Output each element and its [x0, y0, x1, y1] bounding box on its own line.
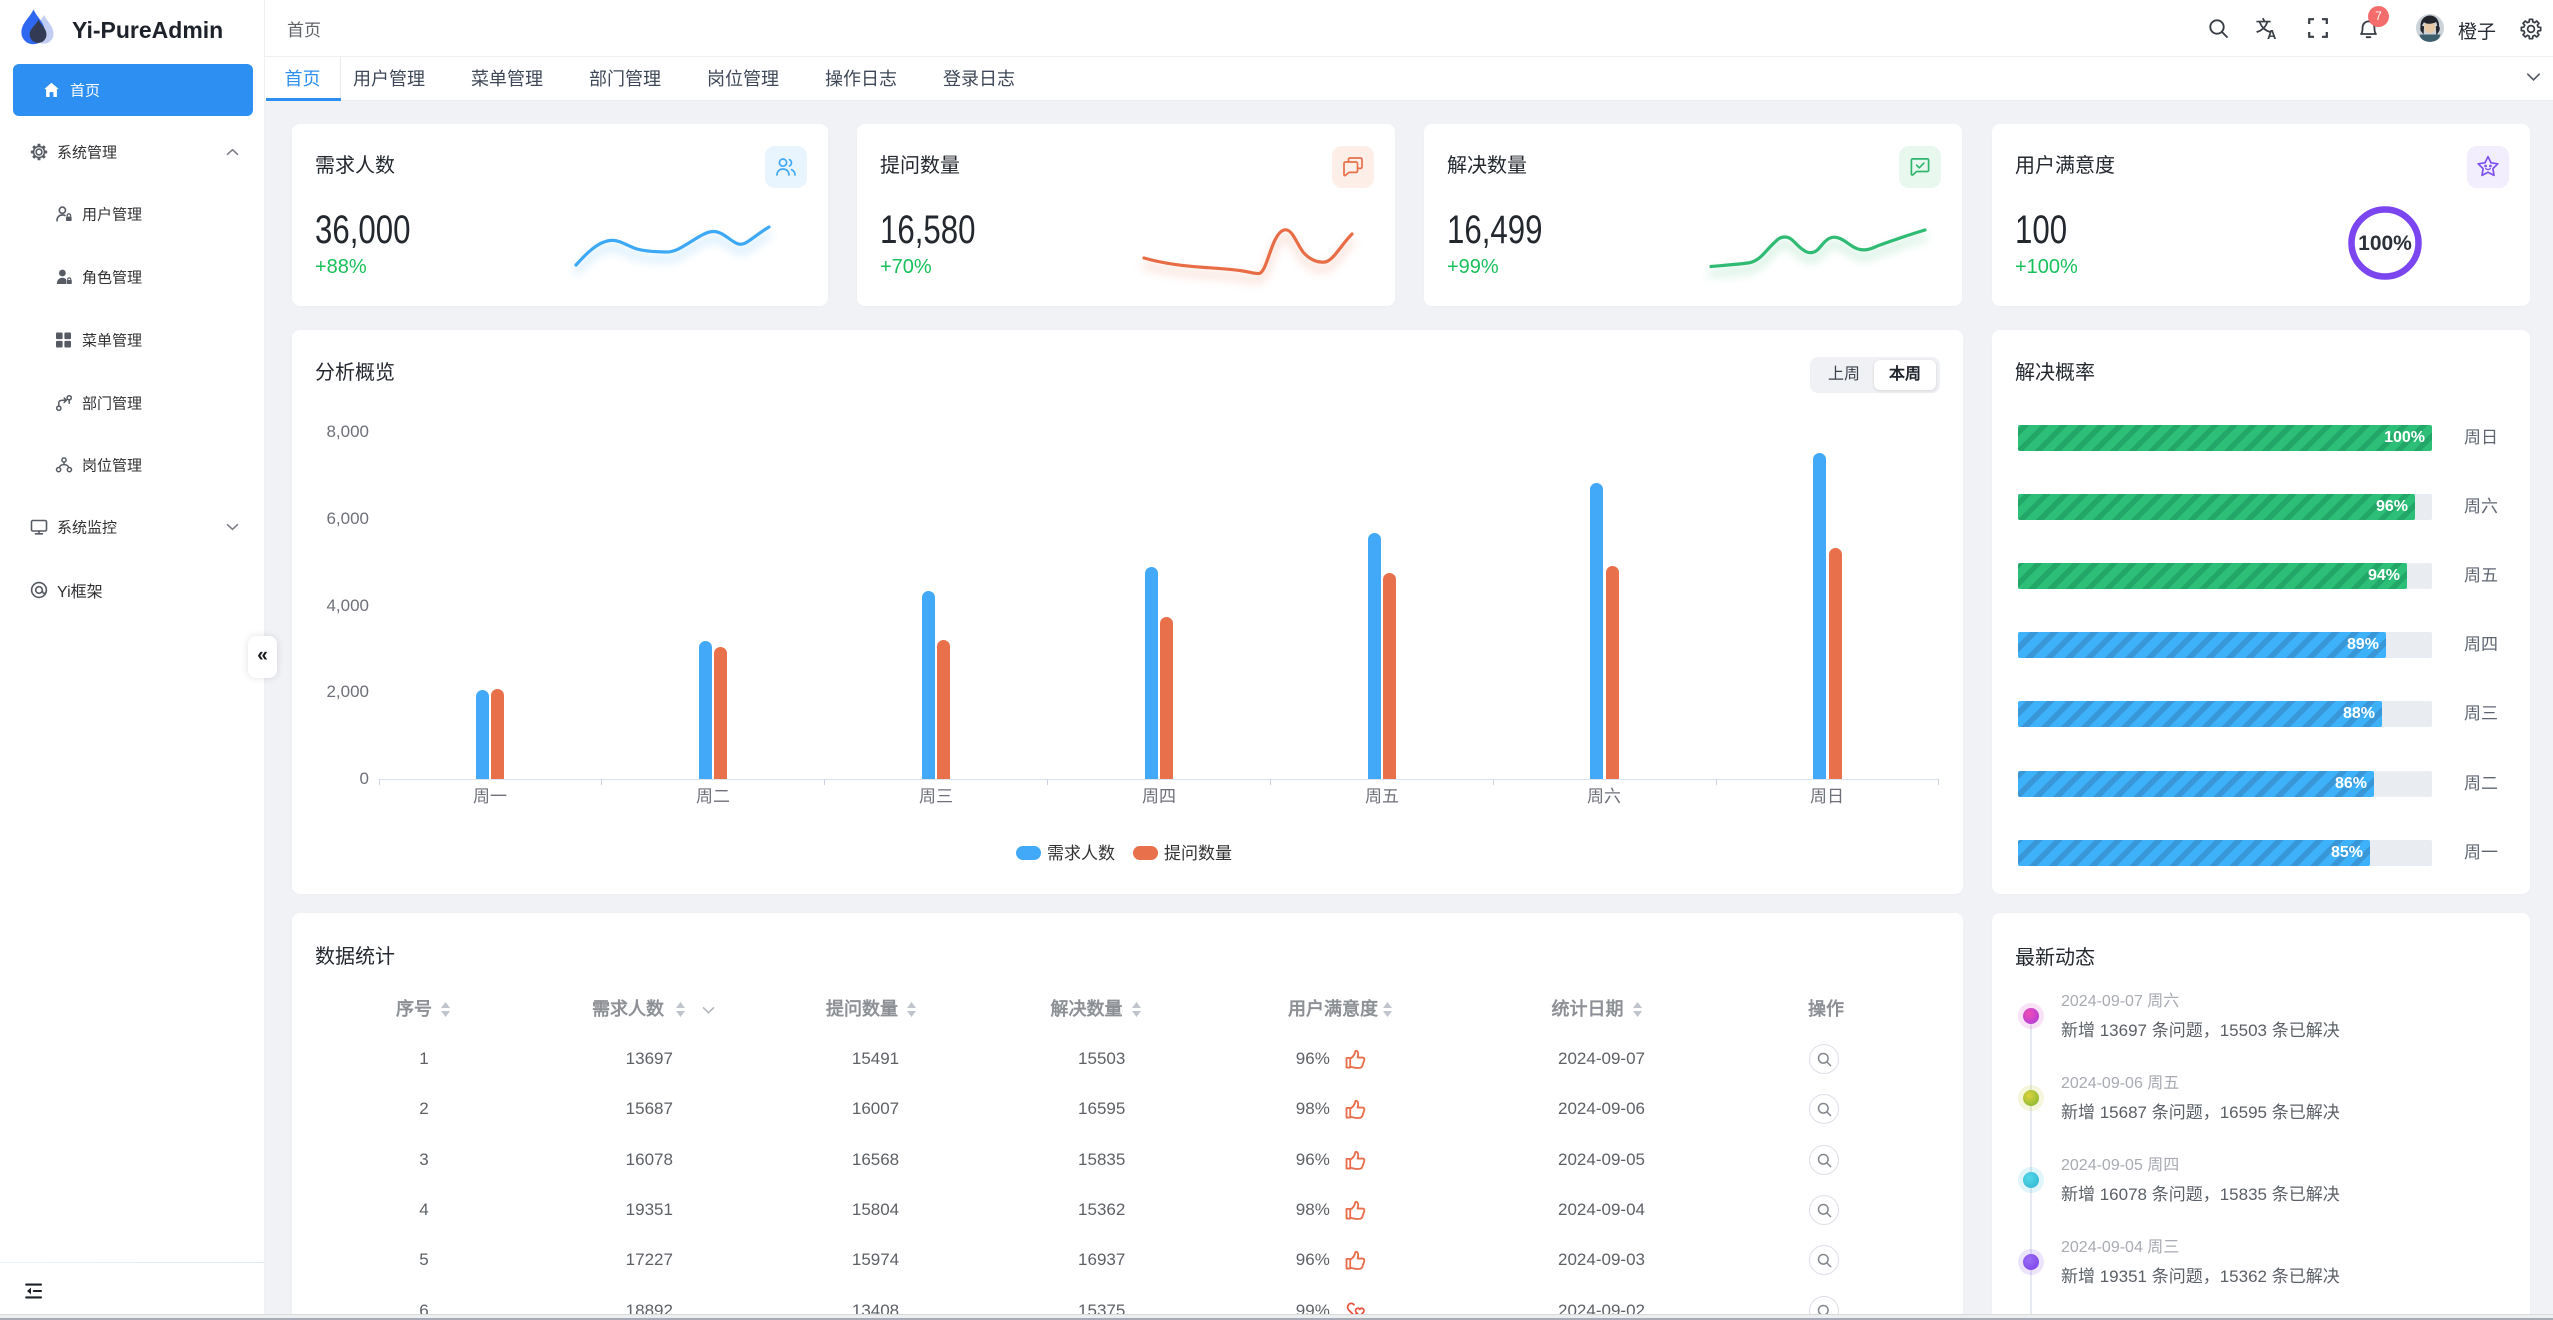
svg-text:100%: 100%: [2358, 232, 2412, 255]
svg-text:A: A: [2267, 27, 2277, 40]
svg-text:文: 文: [2256, 17, 2272, 35]
